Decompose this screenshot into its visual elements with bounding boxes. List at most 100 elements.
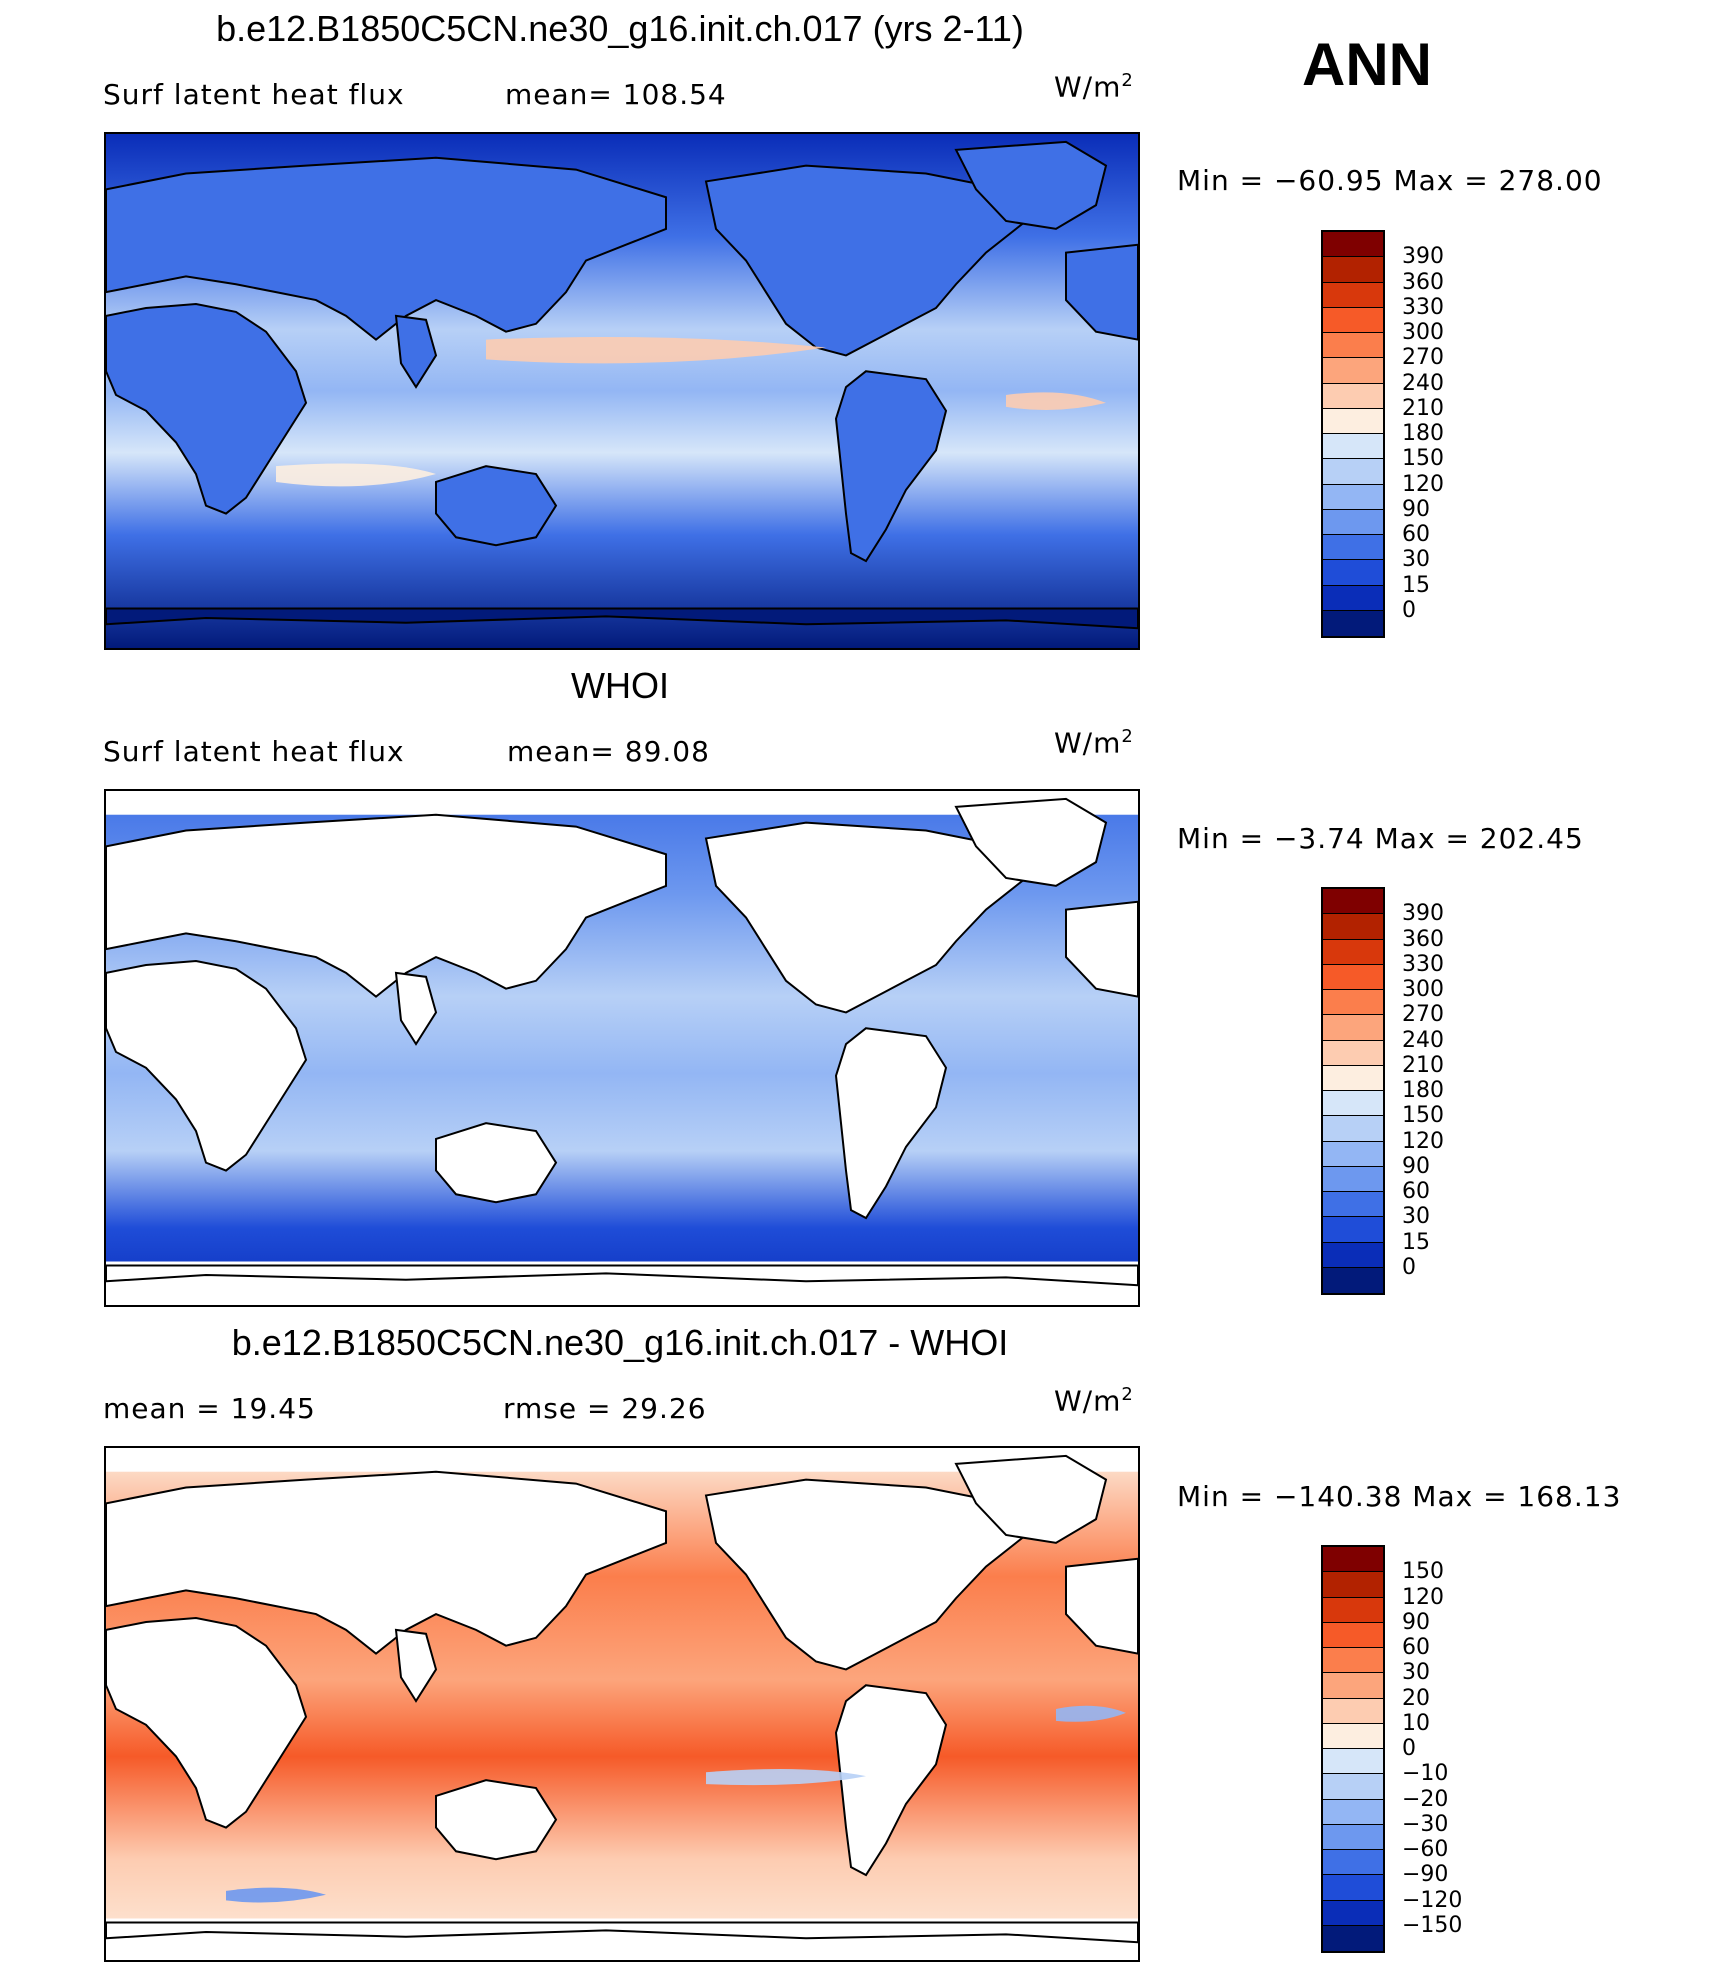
- coastline-greenland: [956, 1456, 1106, 1543]
- panel-1-map: [104, 132, 1140, 650]
- panel-3-colorbar: [1321, 1545, 1385, 1953]
- coastline-europe: [1066, 245, 1138, 340]
- coastline-india: [396, 316, 436, 387]
- season-label: ANN: [1302, 31, 1432, 98]
- colorbar-tick-label: 300: [1402, 320, 1444, 345]
- panel-1-left-label: Surf latent heat flux: [103, 78, 405, 111]
- colorbar-tick-label: 90: [1402, 496, 1430, 522]
- colorbar-tick-label: 90: [1402, 1609, 1430, 1635]
- panel-2-colorbar: [1321, 887, 1385, 1295]
- colorbar-tick-label: 390: [1402, 244, 1444, 270]
- coastline-europe: [1066, 1559, 1138, 1654]
- colorbar-tick-label: 240: [1402, 370, 1444, 396]
- colorbar-tick-label: 30: [1402, 1204, 1430, 1230]
- colorbar-swatch: [1323, 1116, 1383, 1142]
- colorbar-tick-label: 210: [1402, 1052, 1444, 1078]
- colorbar-swatch: [1323, 1547, 1383, 1573]
- no-data-region: [106, 791, 1138, 815]
- colorbar-swatch: [1323, 1673, 1383, 1699]
- colorbar-swatch: [1323, 585, 1383, 611]
- colorbar-tick-label: 150: [1402, 1559, 1444, 1585]
- colorbar-swatch: [1323, 1572, 1383, 1598]
- coastline-africa: [106, 1618, 306, 1828]
- colorbar-tick-label: 210: [1402, 395, 1444, 421]
- coastline-antarctica: [106, 608, 1138, 628]
- flux-maximum-band: [276, 463, 436, 487]
- colorbar-swatch: [1323, 459, 1383, 485]
- negative-bias-region: [1056, 1705, 1126, 1722]
- colorbar-swatch: [1323, 1774, 1383, 1800]
- panel-3-minmax: Min = −140.38 Max = 168.13: [1177, 1480, 1622, 1513]
- negative-bias-region: [226, 1887, 326, 1903]
- coastline-antarctica: [106, 1265, 1138, 1285]
- colorbar-tick-label: 150: [1402, 1103, 1444, 1129]
- colorbar-swatch: [1323, 408, 1383, 434]
- colorbar-tick-label: 120: [1402, 1584, 1444, 1610]
- panel-1-units: W/m2: [1054, 70, 1134, 104]
- colorbar-tick-label: 360: [1402, 926, 1444, 952]
- colorbar-swatch: [1323, 889, 1383, 915]
- coastline-europe: [1066, 902, 1138, 997]
- coastline-antarctica: [106, 1922, 1138, 1942]
- coastline-samerica: [836, 371, 946, 561]
- colorbar-swatch: [1323, 358, 1383, 384]
- negative-bias-region: [706, 1769, 866, 1786]
- colorbar-tick-label: −10: [1402, 1761, 1449, 1787]
- colorbar-tick-label: 270: [1402, 345, 1444, 371]
- colorbar-tick-label: 120: [1402, 1128, 1444, 1154]
- colorbar-swatch: [1323, 1267, 1383, 1293]
- colorbar-tick-label: 330: [1402, 294, 1444, 320]
- colorbar-tick-label: 20: [1402, 1685, 1430, 1711]
- panel-2-mid-label: mean= 89.08: [507, 735, 710, 768]
- colorbar-tick-label: 15: [1402, 572, 1430, 598]
- coastline-eurasia: [106, 815, 666, 997]
- colorbar-tick-label: 60: [1402, 1635, 1430, 1660]
- colorbar-swatch: [1323, 1622, 1383, 1648]
- colorbar-swatch: [1323, 1850, 1383, 1876]
- colorbar-tick-label: −150: [1402, 1912, 1463, 1938]
- colorbar-swatch: [1323, 484, 1383, 510]
- colorbar-swatch: [1323, 1141, 1383, 1167]
- panel-3-units: W/m2: [1054, 1384, 1134, 1418]
- colorbar-tick-label: 180: [1402, 1078, 1444, 1103]
- colorbar-tick-label: 60: [1402, 1179, 1430, 1204]
- colorbar-tick-label: −30: [1402, 1811, 1449, 1837]
- panel-3-mid-label: rmse = 29.26: [503, 1392, 707, 1425]
- flux-maximum-band: [1006, 392, 1106, 410]
- coastline-samerica: [836, 1028, 946, 1218]
- coastline-india: [396, 973, 436, 1044]
- colorbar-tick-label: 10: [1402, 1710, 1430, 1736]
- colorbar-tick-label: 390: [1402, 901, 1444, 927]
- colorbar-swatch: [1323, 1875, 1383, 1901]
- panel-3-title: b.e12.B1850C5CN.ne30_g16.init.ch.017 - W…: [231, 1322, 1009, 1363]
- flux-maximum-band: [486, 336, 826, 364]
- coastline-australia: [436, 1123, 556, 1202]
- colorbar-tick-label: 150: [1402, 446, 1444, 472]
- colorbar-tick-label: 330: [1402, 951, 1444, 977]
- colorbar-tick-label: −20: [1402, 1786, 1449, 1812]
- colorbar-swatch: [1323, 1217, 1383, 1243]
- colorbar-tick-label: 180: [1402, 421, 1444, 446]
- colorbar-tick-label: 300: [1402, 977, 1444, 1002]
- panel-2-left-label: Surf latent heat flux: [103, 735, 405, 768]
- colorbar-swatch: [1323, 257, 1383, 283]
- colorbar-swatch: [1323, 939, 1383, 965]
- colorbar-swatch: [1323, 990, 1383, 1016]
- colorbar-swatch: [1323, 232, 1383, 258]
- coastline-africa: [106, 961, 306, 1171]
- colorbar-swatch: [1323, 1192, 1383, 1218]
- colorbar-swatch: [1323, 434, 1383, 460]
- colorbar-tick-label: −90: [1402, 1862, 1449, 1888]
- colorbar-swatch: [1323, 1166, 1383, 1192]
- panel-1-mid-label: mean= 108.54: [505, 78, 727, 111]
- coastline-samerica: [836, 1685, 946, 1875]
- colorbar-tick-label: 30: [1402, 547, 1430, 573]
- colorbar-tick-label: −60: [1402, 1837, 1449, 1862]
- colorbar-tick-label: 90: [1402, 1153, 1430, 1179]
- panel-1-colorbar: [1321, 230, 1385, 638]
- colorbar-swatch: [1323, 1749, 1383, 1775]
- no-data-region: [106, 1448, 1138, 1472]
- colorbar-tick-label: 15: [1402, 1229, 1430, 1255]
- coastline-india: [396, 1630, 436, 1701]
- colorbar-swatch: [1323, 1242, 1383, 1268]
